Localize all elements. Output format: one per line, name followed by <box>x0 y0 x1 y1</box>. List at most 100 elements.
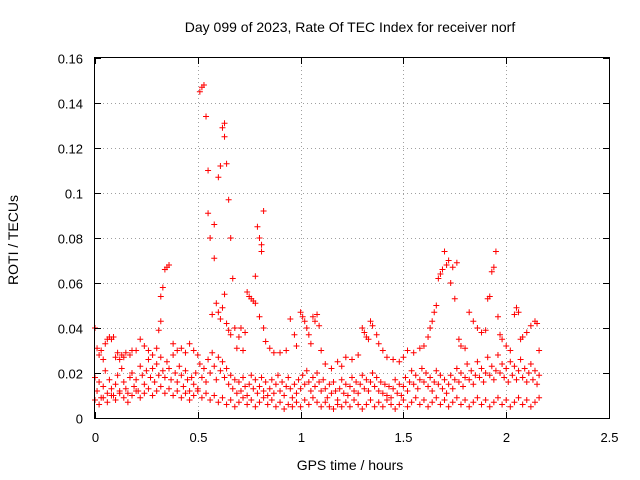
data-point <box>383 397 390 403</box>
data-point <box>525 370 532 376</box>
data-point <box>451 376 458 383</box>
data-point <box>392 406 399 412</box>
data-point <box>96 401 103 408</box>
data-point <box>194 352 201 358</box>
data-point <box>139 372 146 379</box>
y-tick-label: 0.16 <box>58 52 83 67</box>
data-point <box>198 394 205 401</box>
data-point <box>311 318 318 325</box>
data-point <box>174 379 181 385</box>
data-point <box>332 388 339 394</box>
data-point <box>196 361 203 367</box>
data-point <box>490 399 497 406</box>
data-point <box>215 399 222 406</box>
data-point <box>328 365 335 372</box>
data-point <box>182 390 189 397</box>
data-point <box>322 399 329 406</box>
data-point <box>369 370 376 376</box>
data-point <box>523 329 530 336</box>
data-point <box>126 352 133 358</box>
data-point <box>381 381 388 388</box>
data-point <box>231 325 238 331</box>
data-point <box>515 309 522 316</box>
data-point <box>217 163 224 169</box>
data-point <box>513 304 520 311</box>
x-tick-label: 0 <box>92 430 99 445</box>
y-tick-label: 0.12 <box>58 142 83 157</box>
data-point <box>250 385 257 392</box>
data-point <box>425 403 432 410</box>
data-point <box>297 403 304 410</box>
y-tick-label: 0.1 <box>65 187 83 202</box>
data-point <box>412 372 419 379</box>
data-point <box>396 358 403 365</box>
data-point <box>478 401 485 408</box>
chart-title: Day 099 of 2023, Rate Of TEC Index for r… <box>185 19 516 35</box>
data-point <box>353 379 360 385</box>
data-point <box>112 354 119 361</box>
data-point <box>182 349 189 356</box>
x-tick-label: 1.5 <box>394 430 412 445</box>
data-point <box>309 374 316 381</box>
data-point <box>507 347 514 354</box>
data-point <box>511 311 518 318</box>
data-point <box>404 403 411 410</box>
data-point <box>379 347 386 354</box>
data-point <box>503 397 510 403</box>
data-point <box>318 388 325 394</box>
data-point <box>157 383 164 390</box>
data-point <box>219 394 226 401</box>
data-point <box>205 210 212 217</box>
data-point <box>386 383 393 390</box>
data-point <box>416 376 423 383</box>
data-point <box>357 381 364 388</box>
data-point <box>511 399 518 406</box>
data-point <box>126 374 133 381</box>
data-point <box>338 403 345 410</box>
data-point <box>211 392 218 399</box>
data-point <box>168 376 175 383</box>
data-point <box>449 385 456 392</box>
data-point <box>258 374 265 381</box>
data-point <box>492 367 499 374</box>
data-point <box>186 388 193 394</box>
data-point <box>277 399 284 406</box>
data-point <box>229 275 236 282</box>
data-point <box>418 365 425 372</box>
y-tick-label: 0.14 <box>58 97 83 112</box>
data-point <box>423 370 430 376</box>
data-point <box>363 401 370 408</box>
data-point <box>258 248 265 255</box>
data-point <box>258 241 265 248</box>
data-point <box>137 363 144 370</box>
data-point <box>519 374 526 381</box>
data-point <box>277 349 284 356</box>
data-point <box>223 401 230 408</box>
data-point <box>474 325 481 331</box>
data-point <box>322 385 329 392</box>
data-point <box>129 392 136 399</box>
data-point <box>166 385 173 392</box>
data-point <box>153 345 160 352</box>
data-point <box>213 376 220 383</box>
data-point <box>453 365 460 372</box>
data-point <box>457 401 464 408</box>
data-point <box>149 392 156 399</box>
data-point <box>468 367 475 374</box>
data-point <box>211 255 218 262</box>
data-point <box>285 401 292 408</box>
data-point <box>157 293 164 300</box>
data-point <box>342 381 349 388</box>
data-point <box>200 365 207 372</box>
data-point <box>227 372 234 379</box>
data-point <box>427 325 434 331</box>
data-point <box>233 390 240 397</box>
y-tick-label: 0.04 <box>58 322 83 337</box>
data-point <box>131 383 138 390</box>
data-point <box>349 356 355 363</box>
data-point <box>334 401 341 408</box>
data-point <box>377 379 384 385</box>
data-point <box>100 383 107 390</box>
data-point <box>268 397 275 403</box>
data-point <box>464 361 471 367</box>
